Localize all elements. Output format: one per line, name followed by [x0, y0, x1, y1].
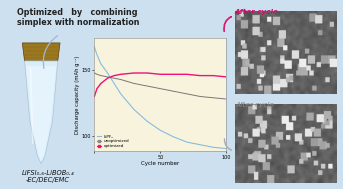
- Polygon shape: [22, 43, 60, 61]
- FancyArrowPatch shape: [224, 139, 231, 150]
- FancyArrowPatch shape: [43, 36, 58, 68]
- Text: Optimized   by   combining
simplex with normalization: Optimized by combining simplex with norm…: [17, 8, 140, 27]
- Text: After cycle: After cycle: [235, 102, 274, 108]
- Y-axis label: Discharge capacity (mAh g⁻¹): Discharge capacity (mAh g⁻¹): [75, 55, 80, 134]
- Text: After cycle: After cycle: [235, 9, 279, 15]
- FancyArrowPatch shape: [224, 17, 231, 31]
- Legend: LiPF₆, unoptimized, optimized: LiPF₆, unoptimized, optimized: [96, 134, 130, 149]
- Polygon shape: [25, 61, 58, 164]
- X-axis label: Cycle number: Cycle number: [141, 161, 179, 166]
- Text: LiFSI₀.₆-LiBOB₀.₄
-EC/DEC/EMC: LiFSI₀.₆-LiBOB₀.₄ -EC/DEC/EMC: [22, 170, 74, 183]
- Polygon shape: [26, 66, 56, 161]
